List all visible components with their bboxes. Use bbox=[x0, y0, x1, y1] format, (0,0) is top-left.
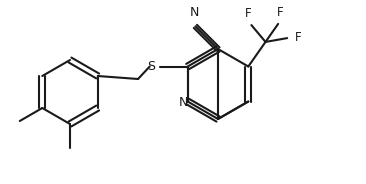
Text: F: F bbox=[245, 7, 252, 20]
Text: N: N bbox=[179, 96, 188, 109]
Text: F: F bbox=[295, 31, 302, 44]
Text: N: N bbox=[190, 6, 199, 19]
Text: F: F bbox=[277, 6, 283, 19]
Text: S: S bbox=[147, 60, 155, 73]
